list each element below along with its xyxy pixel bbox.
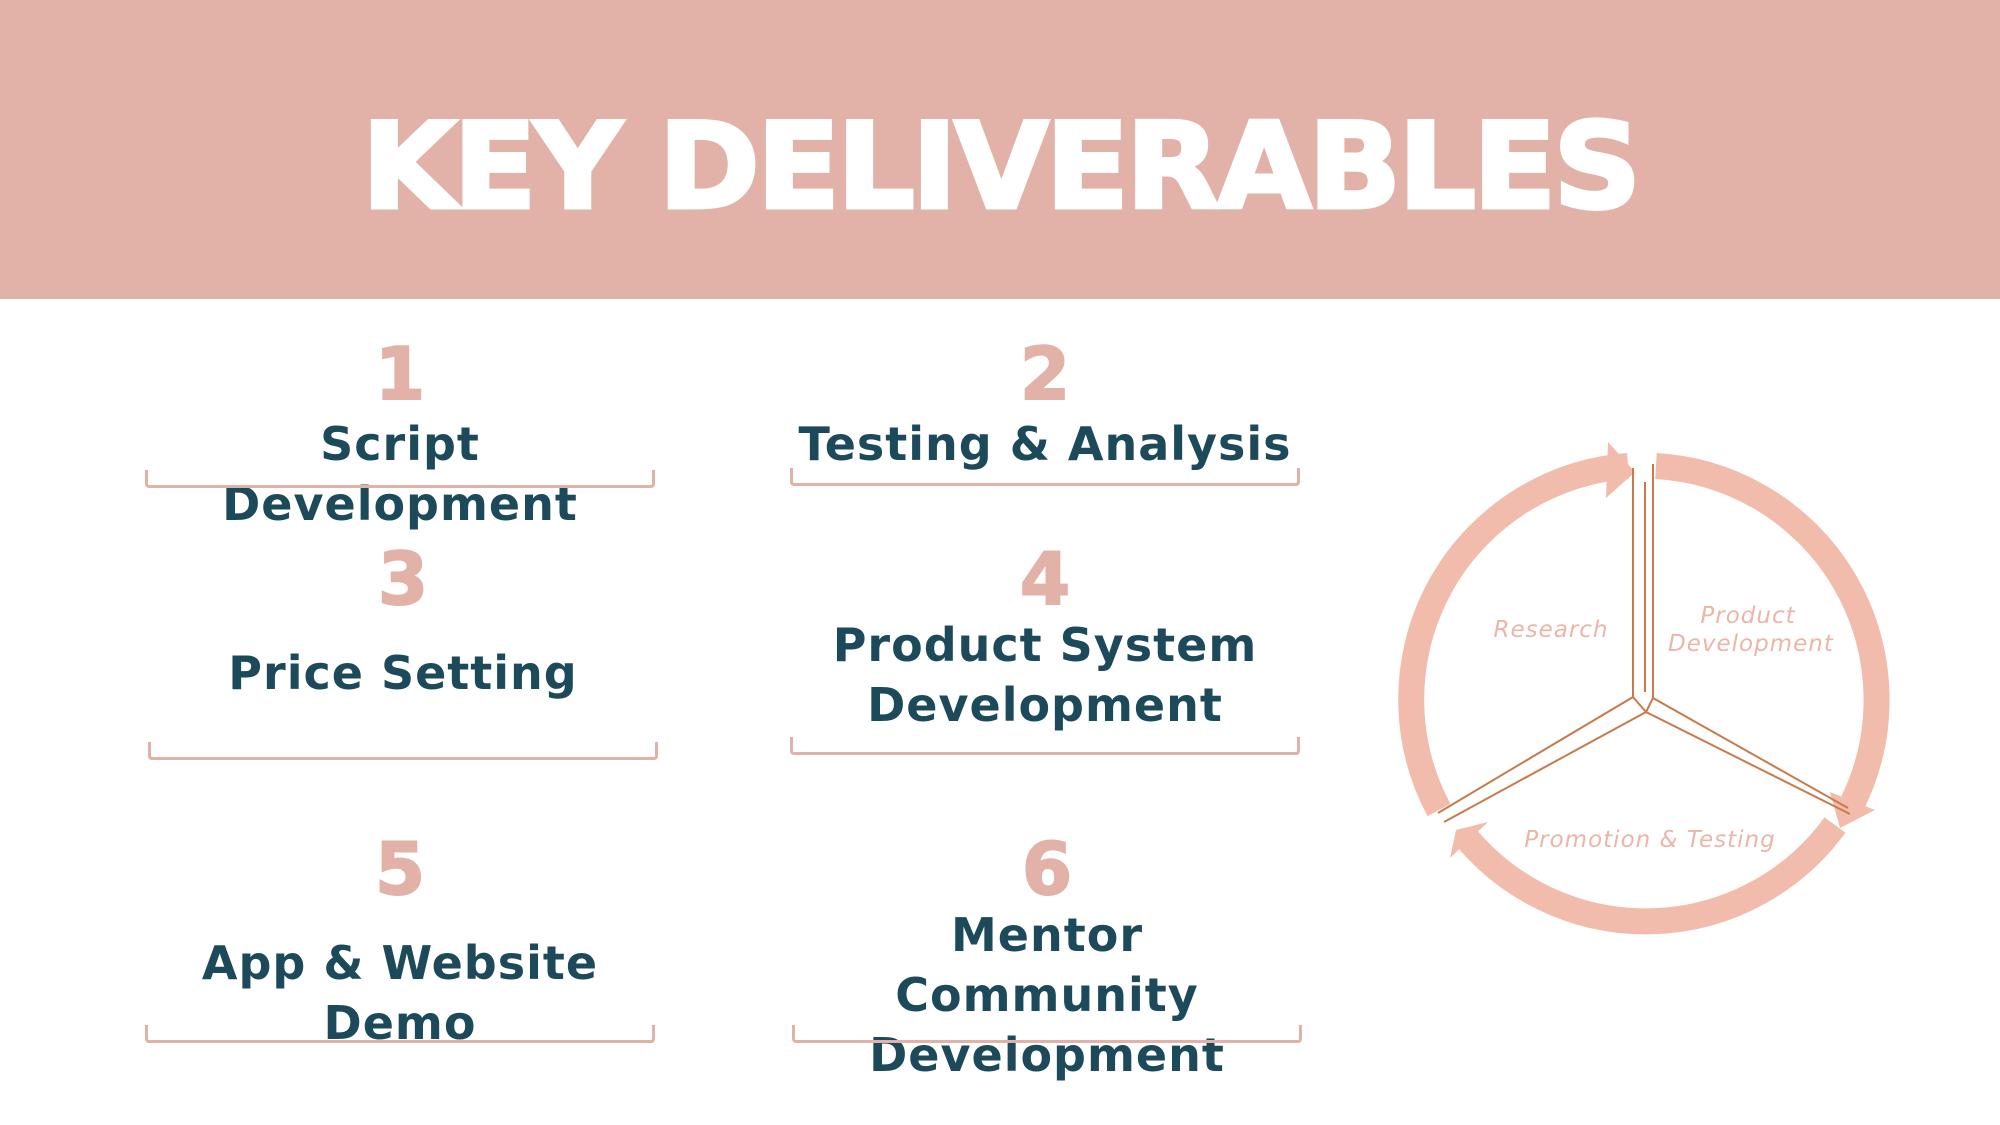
deliverable-bracket — [148, 742, 658, 760]
header-banner: KEY DELIVERABLES — [0, 0, 2000, 299]
deliverable-number: 2 — [1019, 332, 1071, 416]
deliverable-number: 4 — [1019, 537, 1071, 621]
deliverable-bracket — [792, 1025, 1302, 1043]
cycle-arc-promotion — [1454, 817, 1846, 935]
cycle-arrowhead-right — [1830, 792, 1875, 828]
deliverable-4: 4 Product System Development — [790, 535, 1300, 765]
page-title: KEY DELIVERABLES — [360, 96, 1644, 238]
deliverable-number: 3 — [377, 537, 429, 621]
cycle-arrows — [1398, 442, 1890, 935]
deliverable-label: Price Setting — [228, 646, 578, 700]
deliverable-bracket — [145, 1025, 655, 1043]
deliverable-label: Testing & Analysis — [798, 417, 1292, 471]
deliverable-bracket — [145, 470, 655, 488]
deliverable-label: Product System Development — [832, 618, 1258, 732]
cycle-stage-promotion: Promotion & Testing — [1524, 827, 1776, 853]
deliverable-number: 1 — [374, 332, 426, 416]
deliverable-1: 1 Script Development — [145, 330, 655, 531]
deliverable-bracket — [790, 737, 1300, 755]
cycle-arrowhead-left — [1450, 822, 1488, 858]
cycle-arc-product — [1655, 453, 1890, 808]
cycle-divider-gap — [1632, 696, 1654, 714]
deliverable-2: 2 Testing & Analysis — [790, 330, 1300, 490]
deliverable-5: 5 App & Website Demo — [145, 825, 655, 1050]
cycle-stage-product: Product Development — [1668, 603, 1834, 657]
deliverable-number: 5 — [374, 827, 426, 911]
cycle-diagram: Research Product Development Promotion &… — [1380, 430, 1920, 970]
deliverable-6: 6 Mentor Community Development — [792, 825, 1302, 1082]
cycle-stage-research: Research — [1493, 617, 1609, 643]
deliverable-label: Mentor Community Development — [869, 908, 1225, 1082]
deliverable-number: 6 — [1021, 827, 1073, 911]
cycle-arc-research — [1398, 453, 1629, 817]
cycle-divider-bottom — [1443, 710, 1851, 823]
deliverable-3: 3 Price Setting — [148, 535, 658, 765]
deliverable-bracket — [790, 468, 1300, 486]
cycle-arrowhead-top — [1606, 442, 1635, 498]
